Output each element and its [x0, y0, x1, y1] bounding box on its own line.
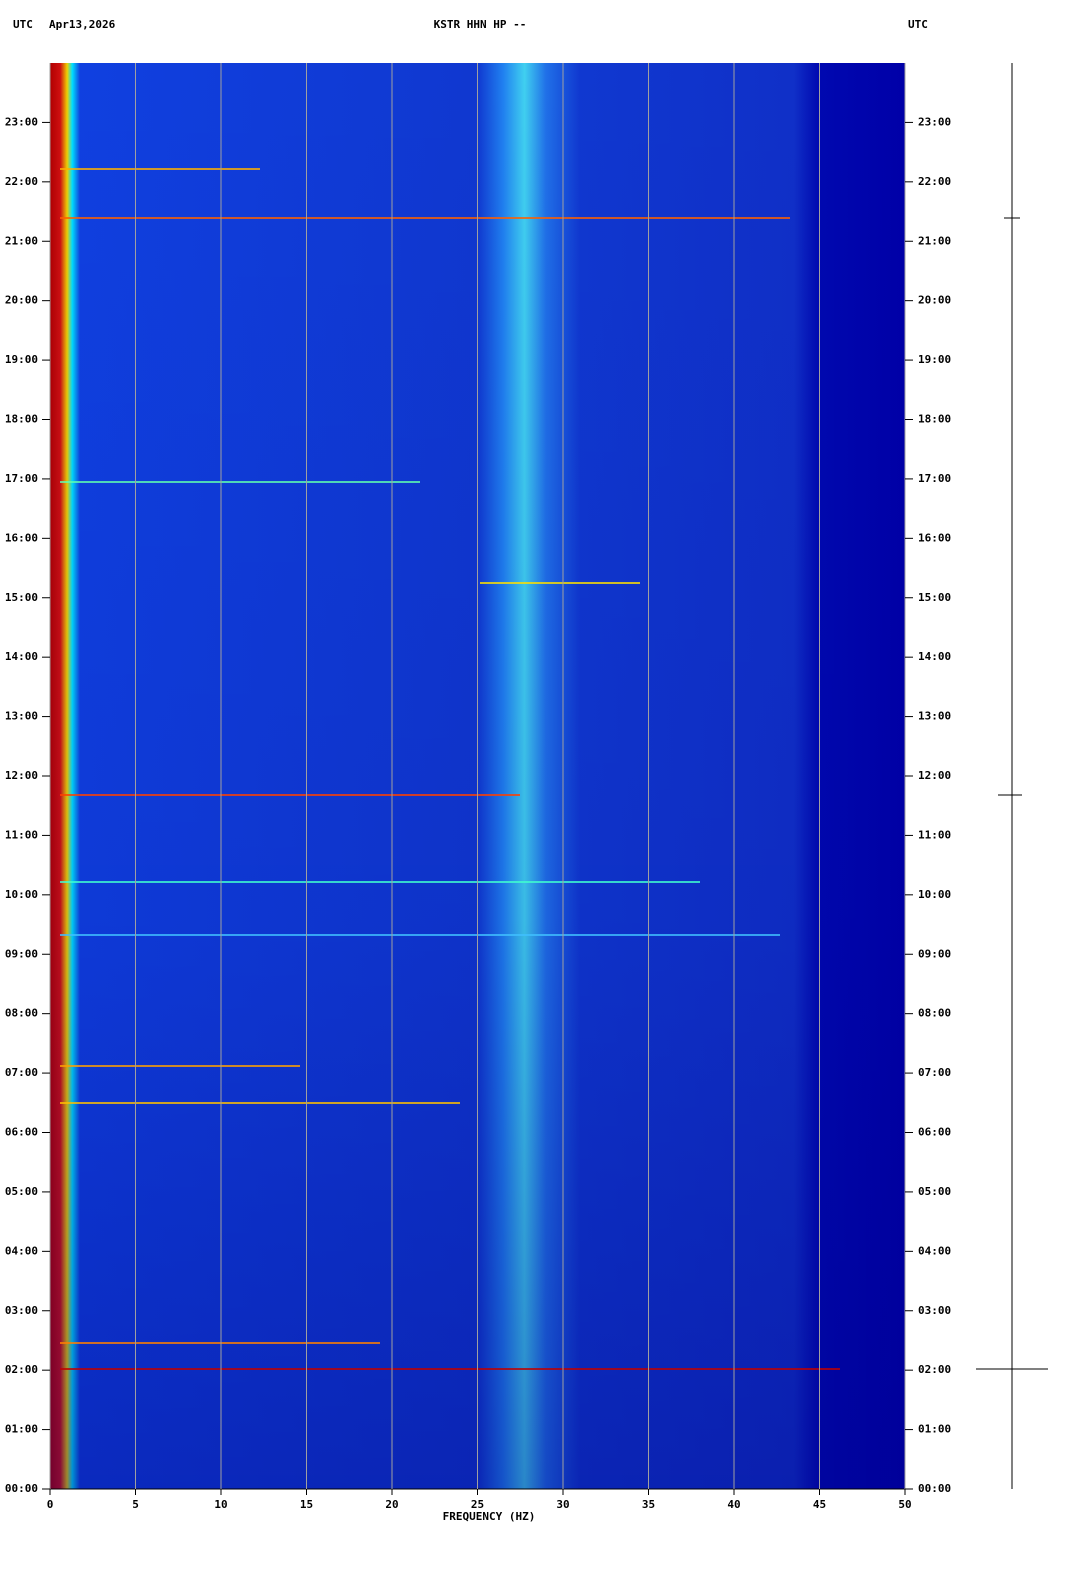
y-tick-label-right: 16:00 [918, 531, 951, 544]
y-tick-label-right: 23:00 [918, 115, 951, 128]
y-tick-label: 22:00 [5, 175, 38, 188]
y-tick-label: 15:00 [5, 591, 38, 604]
y-tick-label-right: 21:00 [918, 234, 951, 247]
y-tick-label-right: 05:00 [918, 1185, 951, 1198]
y-tick-label-right: 12:00 [918, 769, 951, 782]
x-tick-label: 40 [727, 1498, 740, 1511]
x-tick-label: 30 [556, 1498, 569, 1511]
x-tick-label: 50 [898, 1498, 911, 1511]
y-tick-label: 10:00 [5, 888, 38, 901]
y-tick-label-right: 11:00 [918, 828, 951, 841]
chart-title: KSTR HHN HP -- [434, 18, 527, 31]
y-tick-label: 03:00 [5, 1304, 38, 1317]
y-tick-label-right: 20:00 [918, 294, 951, 307]
y-tick-label-right: 19:00 [918, 353, 951, 366]
x-tick-label: 10 [214, 1498, 227, 1511]
y-tick-label-right: 14:00 [918, 650, 951, 663]
y-tick-label: 21:00 [5, 234, 38, 247]
y-tick-label: 11:00 [5, 828, 38, 841]
y-tick-label-right: 03:00 [918, 1304, 951, 1317]
y-tick-label: 05:00 [5, 1185, 38, 1198]
y-tick-label: 16:00 [5, 531, 38, 544]
y-tick-label-right: 22:00 [918, 175, 951, 188]
y-tick-label: 23:00 [5, 115, 38, 128]
y-tick-label: 18:00 [5, 413, 38, 426]
y-tick-label-right: 09:00 [918, 947, 951, 960]
seismogram-trace [976, 63, 1048, 1489]
y-tick-label: 07:00 [5, 1066, 38, 1079]
y-tick-label: 20:00 [5, 294, 38, 307]
y-tick-label: 01:00 [5, 1423, 38, 1436]
y-tick-label-right: 02:00 [918, 1363, 951, 1376]
y-tick-label-right: 08:00 [918, 1007, 951, 1020]
y-tick-label-right: 18:00 [918, 413, 951, 426]
y-tick-label-right: 04:00 [918, 1244, 951, 1257]
x-tick-label: 15 [300, 1498, 313, 1511]
y-tick-label-right: 13:00 [918, 710, 951, 723]
y-tick-label-right: 10:00 [918, 888, 951, 901]
y-tick-label: 00:00 [5, 1482, 38, 1495]
y-tick-label: 02:00 [5, 1363, 38, 1376]
x-tick-label: 25 [471, 1498, 484, 1511]
y-tick-label-right: 15:00 [918, 591, 951, 604]
x-tick-label: 0 [47, 1498, 54, 1511]
y-tick-label: 06:00 [5, 1126, 38, 1139]
y-tick-label: 04:00 [5, 1244, 38, 1257]
y-tick-label-right: 00:00 [918, 1482, 951, 1495]
y-tick-label-right: 17:00 [918, 472, 951, 485]
y-tick-label-right: 01:00 [918, 1423, 951, 1436]
x-tick-label: 45 [813, 1498, 826, 1511]
x-tick-label: 20 [385, 1498, 398, 1511]
y-tick-label-right: 06:00 [918, 1126, 951, 1139]
y-tick-label: 08:00 [5, 1007, 38, 1020]
y-tick-label: 13:00 [5, 710, 38, 723]
utc-label: UTC [13, 18, 33, 31]
y-tick-label: 19:00 [5, 353, 38, 366]
utc-label-right: UTC [908, 18, 928, 31]
y-tick-label: 14:00 [5, 650, 38, 663]
x-tick-label: 35 [642, 1498, 655, 1511]
date-label: Apr13,2026 [49, 18, 116, 31]
x-tick-label: 5 [132, 1498, 139, 1511]
y-tick-label: 09:00 [5, 947, 38, 960]
y-tick-label: 12:00 [5, 769, 38, 782]
y-tick-label-right: 07:00 [918, 1066, 951, 1079]
x-axis-label: FREQUENCY (HZ) [443, 1510, 536, 1523]
y-tick-label: 17:00 [5, 472, 38, 485]
